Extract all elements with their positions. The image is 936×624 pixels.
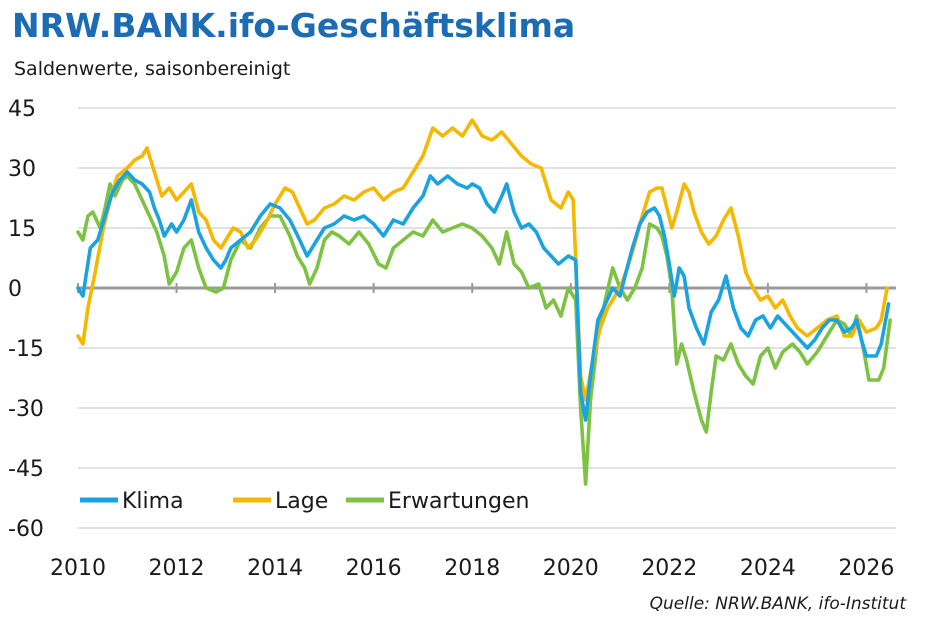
y-tick-label: -60 [8,517,44,542]
y-tick-label: -15 [8,337,44,362]
x-tick-label: 2024 [740,556,796,581]
y-tick-label: 45 [8,97,36,122]
y-tick-label: -30 [8,397,44,422]
source-note: Quelle: NRW.BANK, ifo-Institut [649,594,906,614]
x-tick-label: 2022 [641,556,697,581]
legend-label-lage: Lage [275,489,328,514]
y-tick-label: 30 [8,157,36,182]
chart-subtitle: Saldenwerte, saisonbereinigt [14,58,291,80]
y-tick-label: 15 [8,217,36,242]
y-tick-label: 0 [8,277,22,302]
grid-lines [78,107,896,529]
series-line-erwartungen [76,174,892,486]
x-tick-label: 2018 [444,556,500,581]
x-tick-label: 2012 [149,556,205,581]
legend-label-klima: Klima [122,489,184,514]
x-axis-ticks: 2010 2012 2014 2016 2018 2020 2022 2024 2026 [50,283,894,581]
legend: Klima Lage Erwartungen [80,489,529,514]
legend-label-erwartungen: Erwartungen [388,489,529,514]
series-line-klima [76,170,891,422]
x-tick-label: 2014 [247,556,303,581]
x-tick-label: 2010 [50,556,106,581]
x-tick-label: 2026 [838,556,894,581]
chart-title: NRW.BANK.ifo-Geschäftsklima [12,6,576,45]
x-tick-label: 2020 [543,556,599,581]
y-tick-label: -45 [8,457,44,482]
x-tick-label: 2016 [346,556,402,581]
series-lines [76,118,892,486]
series-line-lage [76,118,889,402]
y-axis-ticks: 45 30 15 0 -15 -30 -45 -60 [8,97,44,542]
